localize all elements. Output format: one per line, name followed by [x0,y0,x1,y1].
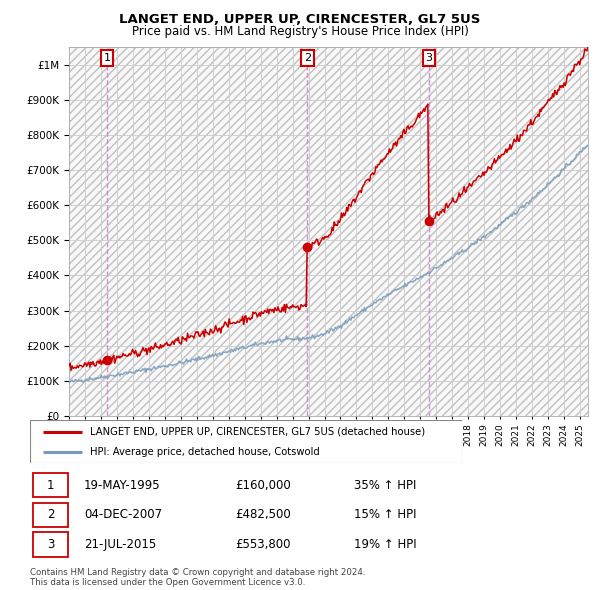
Text: 2: 2 [47,509,54,522]
Text: £553,800: £553,800 [235,538,290,551]
Text: £160,000: £160,000 [235,478,291,491]
Text: 35% ↑ HPI: 35% ↑ HPI [354,478,416,491]
Text: 3: 3 [47,538,54,551]
Text: LANGET END, UPPER UP, CIRENCESTER, GL7 5US (detached house): LANGET END, UPPER UP, CIRENCESTER, GL7 5… [91,427,425,437]
Text: 19-MAY-1995: 19-MAY-1995 [84,478,161,491]
Text: 04-DEC-2007: 04-DEC-2007 [84,509,162,522]
Text: 3: 3 [425,53,433,63]
Text: 1: 1 [47,478,54,491]
Text: 1: 1 [104,53,110,63]
Text: Price paid vs. HM Land Registry's House Price Index (HPI): Price paid vs. HM Land Registry's House … [131,25,469,38]
Text: LANGET END, UPPER UP, CIRENCESTER, GL7 5US: LANGET END, UPPER UP, CIRENCESTER, GL7 5… [119,13,481,26]
Bar [33,503,68,527]
Text: This data is licensed under the Open Government Licence v3.0.: This data is licensed under the Open Gov… [30,578,305,587]
Text: 21-JUL-2015: 21-JUL-2015 [84,538,156,551]
Text: Contains HM Land Registry data © Crown copyright and database right 2024.: Contains HM Land Registry data © Crown c… [30,568,365,576]
Text: £482,500: £482,500 [235,509,291,522]
Bar [33,532,68,557]
Text: 19% ↑ HPI: 19% ↑ HPI [354,538,416,551]
Bar [33,473,68,497]
Text: HPI: Average price, detached house, Cotswold: HPI: Average price, detached house, Cots… [91,447,320,457]
Text: 2: 2 [304,53,311,63]
Text: 15% ↑ HPI: 15% ↑ HPI [354,509,416,522]
